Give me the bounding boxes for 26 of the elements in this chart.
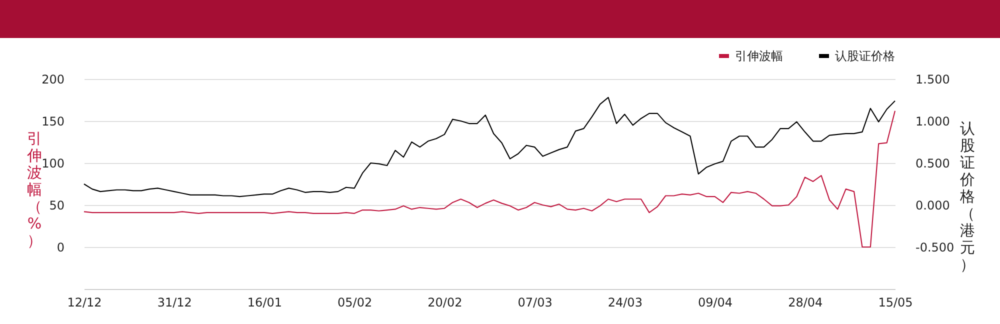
y-tick-label: 100 bbox=[42, 156, 64, 170]
x-tick-label: 05/02 bbox=[338, 296, 372, 310]
y2-tick-label: 1.500 bbox=[916, 72, 950, 86]
y-tick-label: 0 bbox=[56, 240, 64, 254]
text: 认股证价格（港元） bbox=[960, 120, 975, 274]
x-tick-label: 15/05 bbox=[878, 296, 913, 310]
y-tick-label: 150 bbox=[42, 114, 64, 128]
y2-tick-label: 0.000 bbox=[916, 198, 950, 212]
x-tick-label: 09/04 bbox=[698, 296, 733, 310]
line-series bbox=[83, 110, 896, 248]
x-tick-label: 24/03 bbox=[608, 296, 642, 310]
x-tick-label: 20/02 bbox=[428, 296, 462, 310]
y-tick-label: 200 bbox=[42, 72, 64, 86]
x-tick-label: 07/03 bbox=[518, 296, 552, 310]
x-tick-label: 16/01 bbox=[247, 296, 282, 310]
legend-label: 引伸波幅 bbox=[735, 49, 783, 63]
y2-tick-label: 0.500 bbox=[916, 156, 950, 170]
x-tick-label: 12/12 bbox=[67, 296, 102, 310]
y2-tick-label: -0.500 bbox=[916, 240, 954, 254]
y-tick-label: 50 bbox=[49, 198, 64, 212]
y2-tick-label: 1.000 bbox=[916, 114, 950, 128]
legend-label: 认股证价格 bbox=[835, 49, 895, 63]
line-series bbox=[83, 96, 896, 198]
x-tick-label: 28/04 bbox=[788, 296, 823, 310]
y-axis-title: 引伸波幅（%） bbox=[26, 130, 42, 250]
x-tick-label: 31/12 bbox=[157, 296, 192, 310]
